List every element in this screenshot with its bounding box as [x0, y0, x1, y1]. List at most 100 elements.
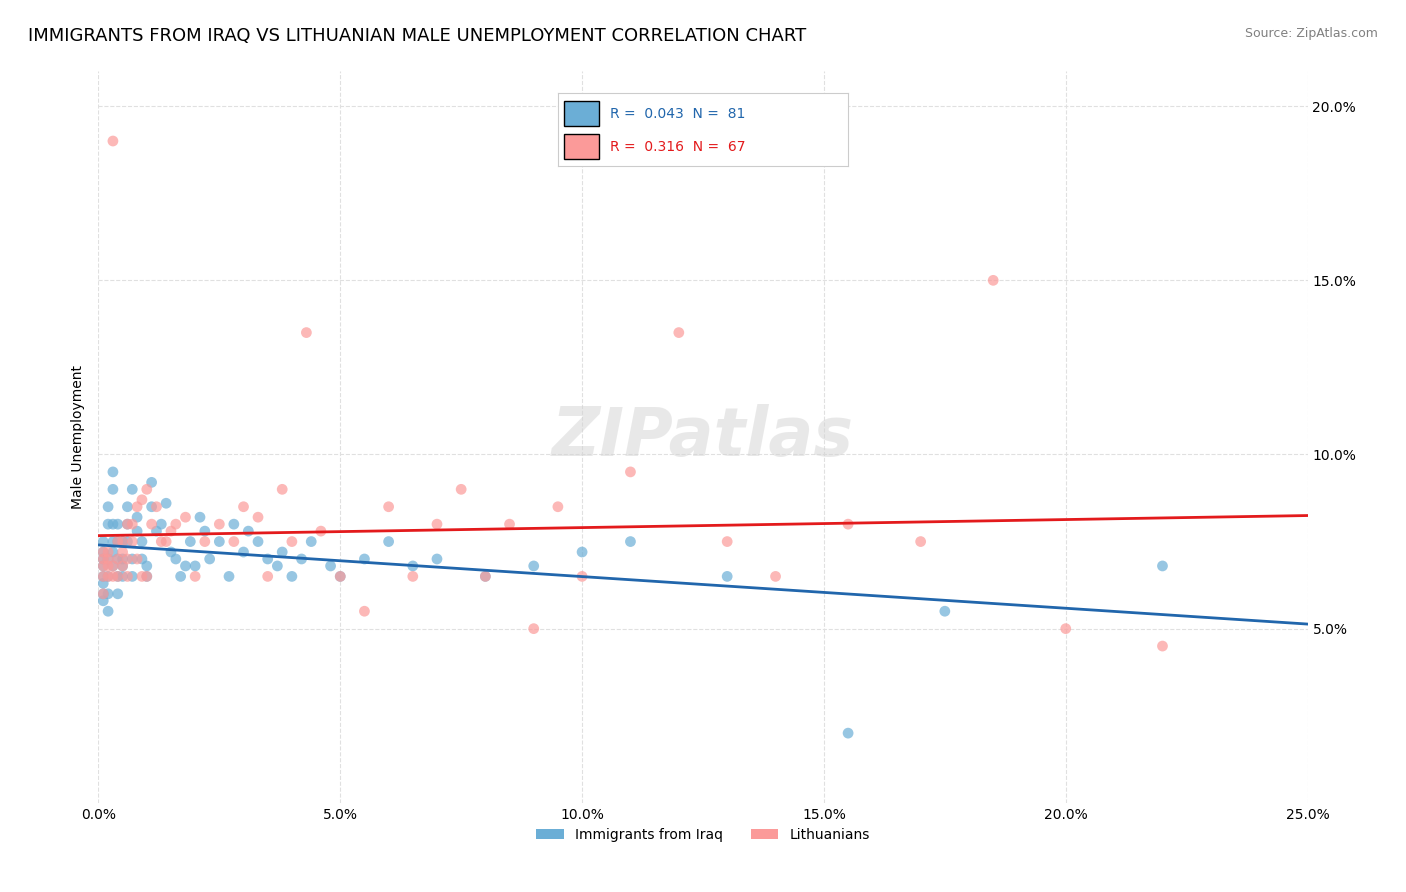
Point: [121, 534, 143, 549]
Legend: Immigrants from Iraq, Lithuanians: Immigrants from Iraq, Lithuanians: [530, 822, 876, 847]
Point: [107, 534, 129, 549]
Point: [135, 569, 157, 583]
Text: Source: ZipAtlas.com: Source: ZipAtlas.com: [1244, 27, 1378, 40]
Point: [194, 534, 217, 549]
Point: [256, 552, 278, 566]
Point: [121, 552, 143, 566]
Point: [523, 558, 546, 573]
Point: [155, 496, 177, 510]
Point: [101, 545, 124, 559]
Point: [107, 517, 129, 532]
Point: [222, 534, 245, 549]
Point: [97, 569, 120, 583]
Point: [238, 524, 260, 538]
Point: [716, 569, 738, 583]
Point: [101, 134, 124, 148]
Point: [117, 500, 139, 514]
Point: [91, 534, 114, 549]
Point: [765, 569, 787, 583]
Point: [174, 510, 197, 524]
Point: [150, 534, 173, 549]
Point: [121, 483, 143, 497]
Point: [194, 524, 217, 538]
Point: [837, 726, 859, 740]
Point: [97, 569, 120, 583]
Point: [135, 558, 157, 573]
Point: [353, 552, 375, 566]
Point: [91, 552, 114, 566]
Point: [91, 569, 114, 583]
Point: [523, 622, 546, 636]
Point: [91, 545, 114, 559]
Point: [184, 558, 207, 573]
Text: ZIPatlas: ZIPatlas: [553, 404, 853, 470]
Point: [97, 604, 120, 618]
Point: [107, 587, 129, 601]
Point: [271, 483, 294, 497]
Point: [111, 558, 134, 573]
Point: [107, 569, 129, 583]
Point: [135, 483, 157, 497]
Point: [208, 517, 231, 532]
Point: [668, 326, 690, 340]
Point: [309, 524, 332, 538]
Point: [101, 569, 124, 583]
Point: [169, 569, 191, 583]
Point: [198, 552, 221, 566]
Point: [111, 545, 134, 559]
Point: [111, 534, 134, 549]
Point: [295, 326, 318, 340]
Point: [127, 524, 149, 538]
Point: [266, 558, 288, 573]
Point: [281, 534, 304, 549]
Point: [247, 510, 270, 524]
Point: [107, 552, 129, 566]
Point: [160, 524, 183, 538]
Point: [619, 465, 641, 479]
Point: [117, 517, 139, 532]
Point: [165, 517, 187, 532]
Point: [107, 569, 129, 583]
Point: [547, 500, 569, 514]
Point: [450, 483, 472, 497]
Point: [91, 569, 114, 583]
Point: [131, 492, 153, 507]
Point: [402, 558, 425, 573]
Point: [117, 569, 139, 583]
Point: [256, 569, 278, 583]
Point: [271, 545, 294, 559]
Point: [474, 569, 496, 583]
Point: [141, 517, 163, 532]
Point: [716, 534, 738, 549]
Point: [91, 552, 114, 566]
Point: [329, 569, 352, 583]
Point: [107, 552, 129, 566]
Point: [218, 569, 240, 583]
Point: [377, 534, 399, 549]
Point: [101, 558, 124, 573]
Point: [121, 569, 143, 583]
Point: [1054, 622, 1077, 636]
Point: [111, 569, 134, 583]
Point: [131, 534, 153, 549]
Point: [232, 500, 254, 514]
Point: [619, 534, 641, 549]
Point: [377, 500, 399, 514]
Point: [498, 517, 520, 532]
Point: [127, 552, 149, 566]
Point: [247, 534, 270, 549]
Point: [208, 534, 231, 549]
Point: [426, 517, 449, 532]
Point: [184, 569, 207, 583]
Point: [299, 534, 322, 549]
Point: [232, 545, 254, 559]
Point: [135, 569, 157, 583]
Text: IMMIGRANTS FROM IRAQ VS LITHUANIAN MALE UNEMPLOYMENT CORRELATION CHART: IMMIGRANTS FROM IRAQ VS LITHUANIAN MALE …: [28, 27, 807, 45]
Point: [145, 500, 167, 514]
Point: [91, 587, 114, 601]
Point: [127, 500, 149, 514]
Point: [571, 569, 593, 583]
Point: [101, 483, 124, 497]
Point: [97, 545, 120, 559]
Point: [837, 517, 859, 532]
